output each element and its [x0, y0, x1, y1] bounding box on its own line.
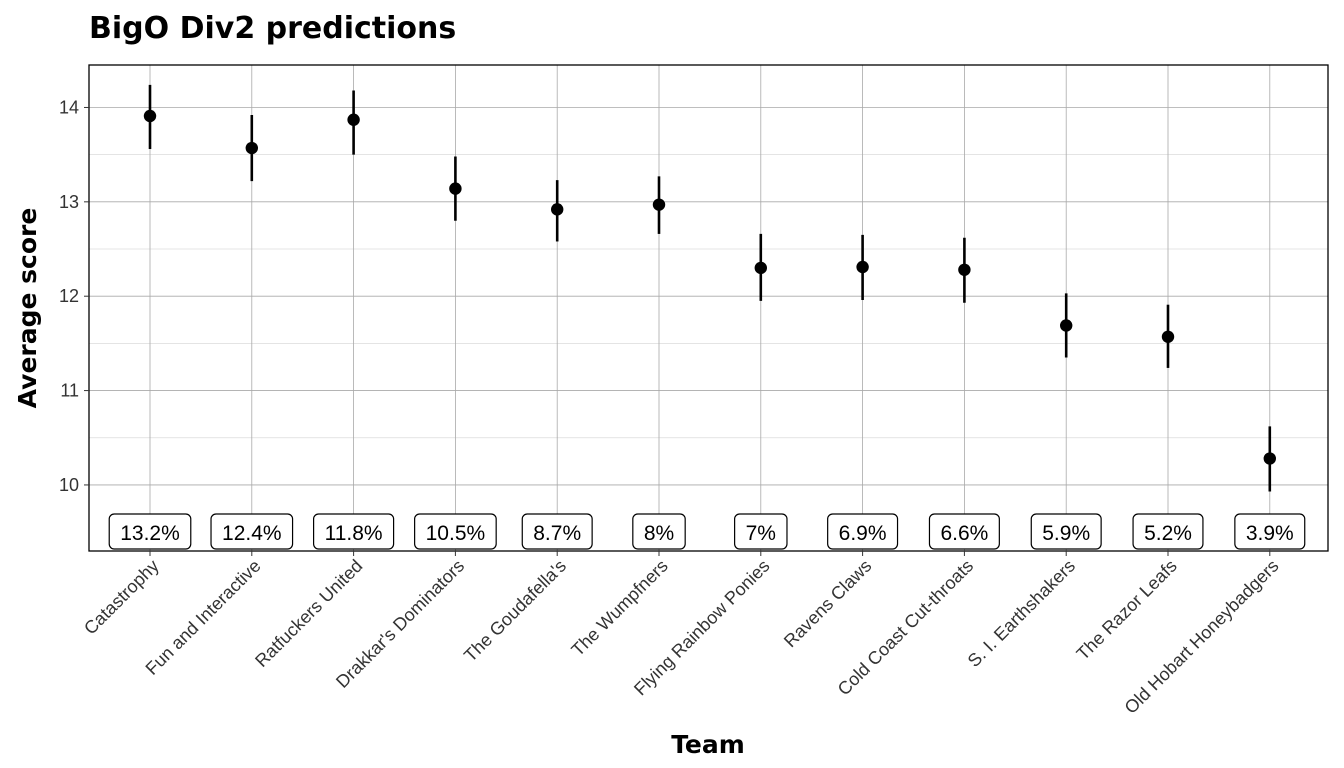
y-tick-label: 10: [59, 475, 79, 495]
x-tick-label: The Goudafella's: [460, 556, 570, 666]
x-tick-label: The Razor Leafs: [1073, 556, 1181, 664]
data-point: [347, 113, 360, 126]
percentage-label-box: [1030, 513, 1102, 550]
chart-title: BigO Div2 predictions: [89, 11, 456, 46]
percentage-label: 10.5%: [414, 513, 497, 550]
data-point: [143, 109, 157, 123]
data-point: [551, 203, 564, 216]
percentage-label: 3.9%: [1234, 513, 1306, 550]
percentage-label-box: [928, 513, 1000, 550]
data-point: [1263, 452, 1277, 465]
x-axis-title: Team: [671, 730, 745, 759]
percentage-label: 11.8%: [313, 513, 395, 550]
data-point: [1060, 319, 1073, 332]
percentage-label: 6.9%: [827, 513, 899, 550]
percentage-label-box: [734, 513, 788, 550]
y-tick-label: 13: [59, 192, 79, 212]
percentage-label-box: [632, 513, 686, 550]
percentage-label: 5.9%: [1030, 513, 1102, 550]
x-tick-label: Fun and Interactive: [142, 556, 265, 679]
data-point: [449, 182, 462, 195]
percentage-label: 7%: [734, 513, 788, 550]
data-point: [652, 198, 666, 211]
percentage-label-box: [827, 513, 899, 550]
plot-panel: [88, 64, 1329, 552]
percentage-label-text: 11.8%: [325, 522, 383, 545]
data-point: [245, 141, 258, 155]
percentage-label: 6.6%: [928, 513, 1000, 550]
percentage-label-text: 13.2%: [120, 522, 180, 545]
percentage-label: 8.7%: [521, 513, 593, 550]
percentage-label-box: [210, 513, 294, 550]
percentage-label-text: 6.6%: [940, 522, 988, 545]
data-point: [1161, 330, 1175, 343]
y-tick-label: 11: [60, 381, 79, 401]
percentage-label-text: 6.9%: [839, 522, 887, 545]
x-tick-label: Ravens Claws: [780, 556, 875, 651]
x-tick-label: Catastrophy: [80, 556, 163, 639]
percentage-label-text: 8%: [644, 522, 674, 545]
percentage-label-text: 12.4%: [222, 522, 282, 545]
percentage-label: 8%: [632, 513, 686, 550]
percentage-label-text: 10.5%: [426, 522, 486, 545]
percentage-label: 13.2%: [108, 513, 192, 550]
x-tick-label: The Wumpfners: [567, 556, 671, 660]
percentage-label: 5.2%: [1132, 513, 1204, 550]
y-axis-title: Average score: [13, 208, 42, 409]
percentage-label-box: [313, 513, 395, 550]
percentage-label-text: 8.7%: [533, 522, 581, 545]
percentage-label-box: [108, 513, 192, 550]
y-tick-label: 14: [59, 97, 79, 117]
data-point: [754, 261, 767, 275]
grid: [89, 65, 1328, 551]
percentage-label: 12.4%: [210, 513, 294, 550]
x-tick-label: S. I. Earthshakers: [964, 556, 1079, 671]
percentage-label-text: 5.2%: [1144, 522, 1192, 545]
percentage-label-box: [1234, 513, 1306, 550]
data-point: [958, 263, 971, 276]
percentage-label-box: [1132, 513, 1204, 550]
percentage-label-text: 7%: [746, 522, 776, 545]
data-marks: 13.2% 12.4% 11.8% 10.5% 8.7% 8% 7% 6.9% 6.6% 5.9%…: [108, 84, 1306, 550]
y-tick-label: 12: [59, 286, 79, 306]
percentage-label-text: 5.9%: [1042, 522, 1090, 545]
percentage-label-box: [521, 513, 593, 550]
x-tick-label: Ratfuckers United: [251, 556, 366, 671]
percentage-label-text: 3.9%: [1246, 522, 1294, 545]
data-point: [856, 260, 869, 274]
percentage-label-box: [414, 513, 497, 550]
